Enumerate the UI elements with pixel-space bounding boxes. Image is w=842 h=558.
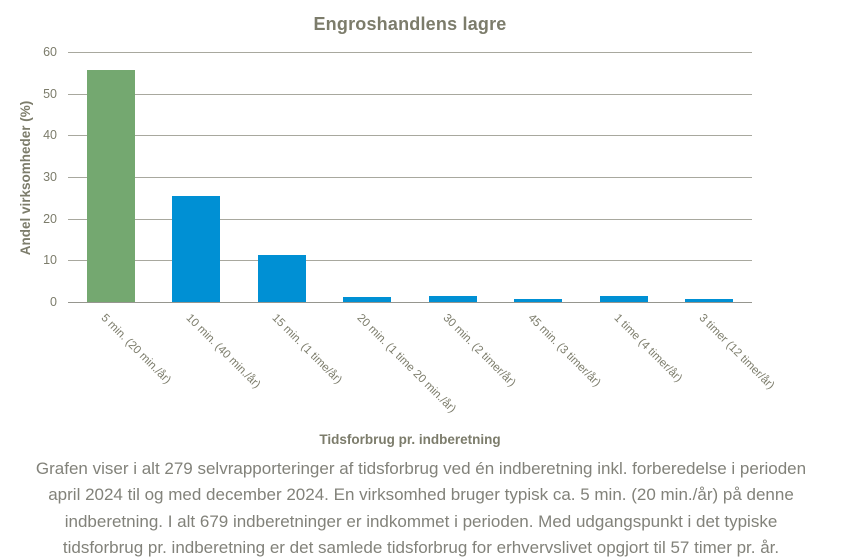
bar-4	[428, 296, 477, 302]
bar-6	[599, 296, 648, 302]
y-tick-0: 0	[50, 295, 57, 309]
bar-5	[514, 299, 563, 302]
gridline-50	[68, 93, 752, 95]
x-axis-line	[68, 302, 752, 303]
chart-caption: Grafen viser i alt 279 selvrapporteringe…	[35, 459, 807, 558]
y-tick-50: 50	[43, 86, 57, 101]
chart-title: Engroshandlens lagre	[313, 14, 507, 34]
gridline-40	[68, 135, 752, 137]
x-tick-6: 1 time (4 timer/år)	[611, 312, 684, 385]
bar-0	[86, 69, 135, 302]
bar-7	[685, 298, 734, 302]
plot-area	[68, 52, 752, 303]
x-tick-5: 45 min. (3 timer/år)	[525, 312, 603, 390]
x-tick-2: 15 min. (1 time/år)	[269, 312, 344, 387]
x-tick-0: 5 min. (20 min./år)	[98, 312, 173, 387]
gridline-60	[68, 52, 752, 53]
y-tick-20: 20	[43, 211, 57, 226]
y-tick-30: 30	[43, 170, 57, 184]
x-tick-1: 10 min. (40 min./år)	[183, 312, 263, 391]
bar-3	[343, 297, 392, 302]
bar-1	[172, 196, 221, 302]
gridline-20	[68, 218, 752, 220]
y-tick-40: 40	[43, 128, 57, 143]
gridline-10	[68, 260, 752, 262]
gridline-30	[68, 177, 752, 178]
x-tick-7: 3 timer (12 timer/år)	[696, 312, 777, 392]
y-tick-10: 10	[43, 253, 57, 268]
x-tick-3: 20 min. (1 time 20 min./år)	[354, 312, 459, 416]
x-tick-4: 30 min. (2 timer/år)	[440, 312, 518, 390]
bar-2	[257, 254, 306, 302]
x-axis-label: Tidsforbrug pr. indberetning	[319, 432, 501, 447]
y-tick-60: 60	[43, 45, 57, 59]
